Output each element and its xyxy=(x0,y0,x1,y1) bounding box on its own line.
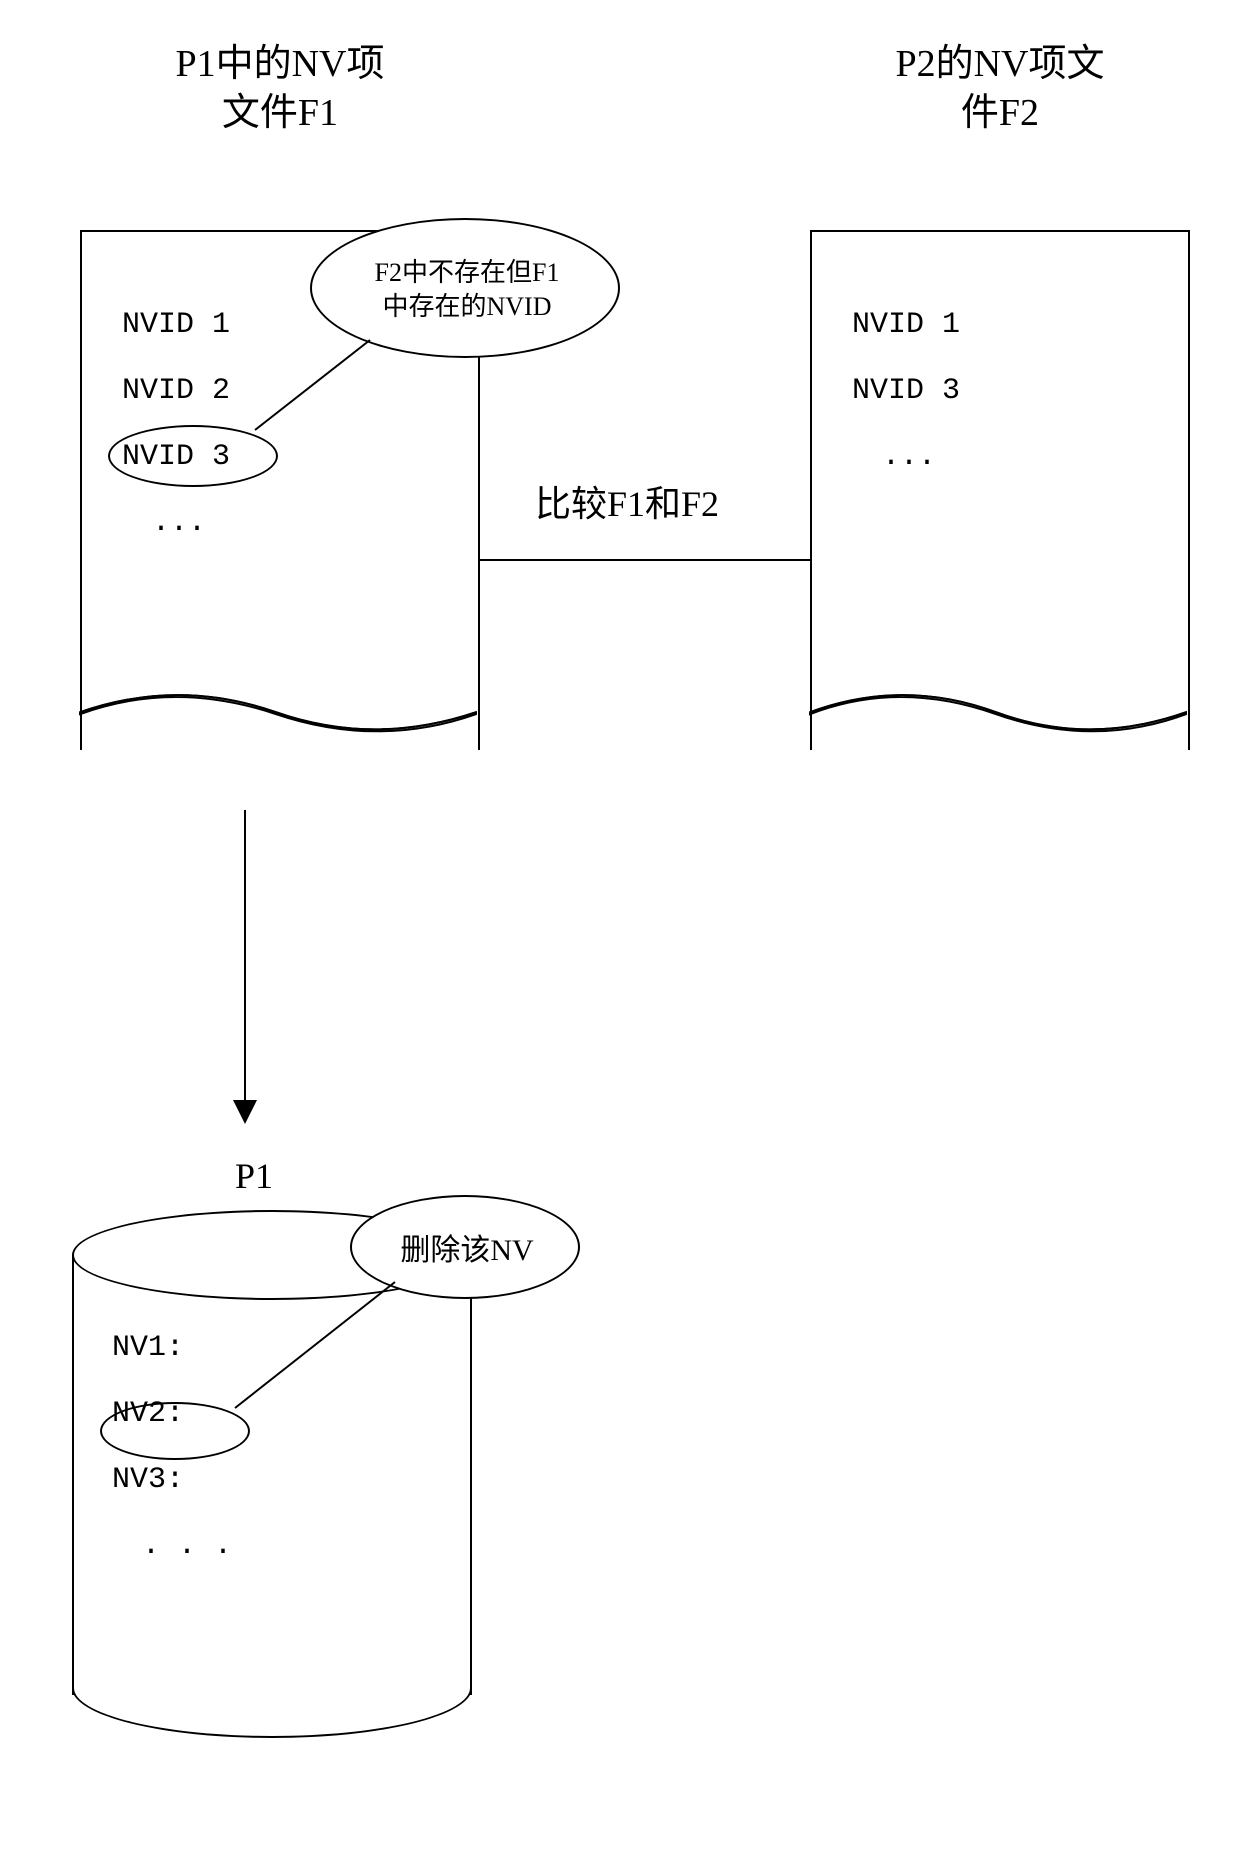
bubble-f1f2-diff: F2中不存在但F1中存在的NVID xyxy=(310,218,620,358)
f1-item-0: NVID 1 xyxy=(122,292,230,358)
bubble-f1f2-text-span: F2中不存在但F1中存在的NVID xyxy=(375,258,560,321)
f2-item-0: NVID 1 xyxy=(852,292,960,358)
cyl-item-3: . . . xyxy=(112,1513,472,1579)
compare-label: 比较F1和F2 xyxy=(535,475,719,527)
doc-f1-wave xyxy=(80,692,476,752)
doc-f2-content: NVID 1 NVID 3 ... xyxy=(812,232,960,490)
title-right-line1: P2的NV项文件F2 xyxy=(895,43,1104,134)
bubble-f1f2-text: F2中不存在但F1中存在的NVID xyxy=(312,256,622,324)
bubble-delete-text: 删除该NV xyxy=(352,1231,582,1270)
bubble-delete-text-span: 删除该NV xyxy=(400,1234,533,1267)
nvid2-highlight-ellipse xyxy=(108,425,278,487)
f2-item-2: NVID 3 xyxy=(852,358,960,424)
p1-label-text: P1 xyxy=(235,1156,273,1196)
cylinder-bottom-ellipse xyxy=(72,1688,472,1738)
f1-item-3: ... xyxy=(122,490,230,556)
doc-f2-wave xyxy=(810,692,1186,752)
doc-f1-content: NVID 1 NVID 2 NVID 3 ... xyxy=(82,232,230,556)
cyl-item-0: NV1: xyxy=(112,1315,472,1381)
f1-item-1: NVID 2 xyxy=(122,358,230,424)
p1-label: P1 xyxy=(235,1155,273,1197)
compare-label-text: 比较F1和F2 xyxy=(535,484,719,524)
title-left-line1: P1中的NV项文件F1 xyxy=(175,43,384,134)
title-right: P2的NV项文件F2 xyxy=(800,40,1200,139)
doc-f2: NVID 1 NVID 3 ... xyxy=(810,230,1190,750)
bubble-delete-nv: 删除该NV xyxy=(350,1195,580,1299)
title-left: P1中的NV项文件F1 xyxy=(90,40,470,139)
diagram-root: P1中的NV项文件F1 P2的NV项文件F2 NVID 1 NVID 2 NVI… xyxy=(0,0,1240,1863)
f2-item-3: ... xyxy=(852,424,960,490)
nv2-highlight-ellipse xyxy=(100,1402,250,1460)
